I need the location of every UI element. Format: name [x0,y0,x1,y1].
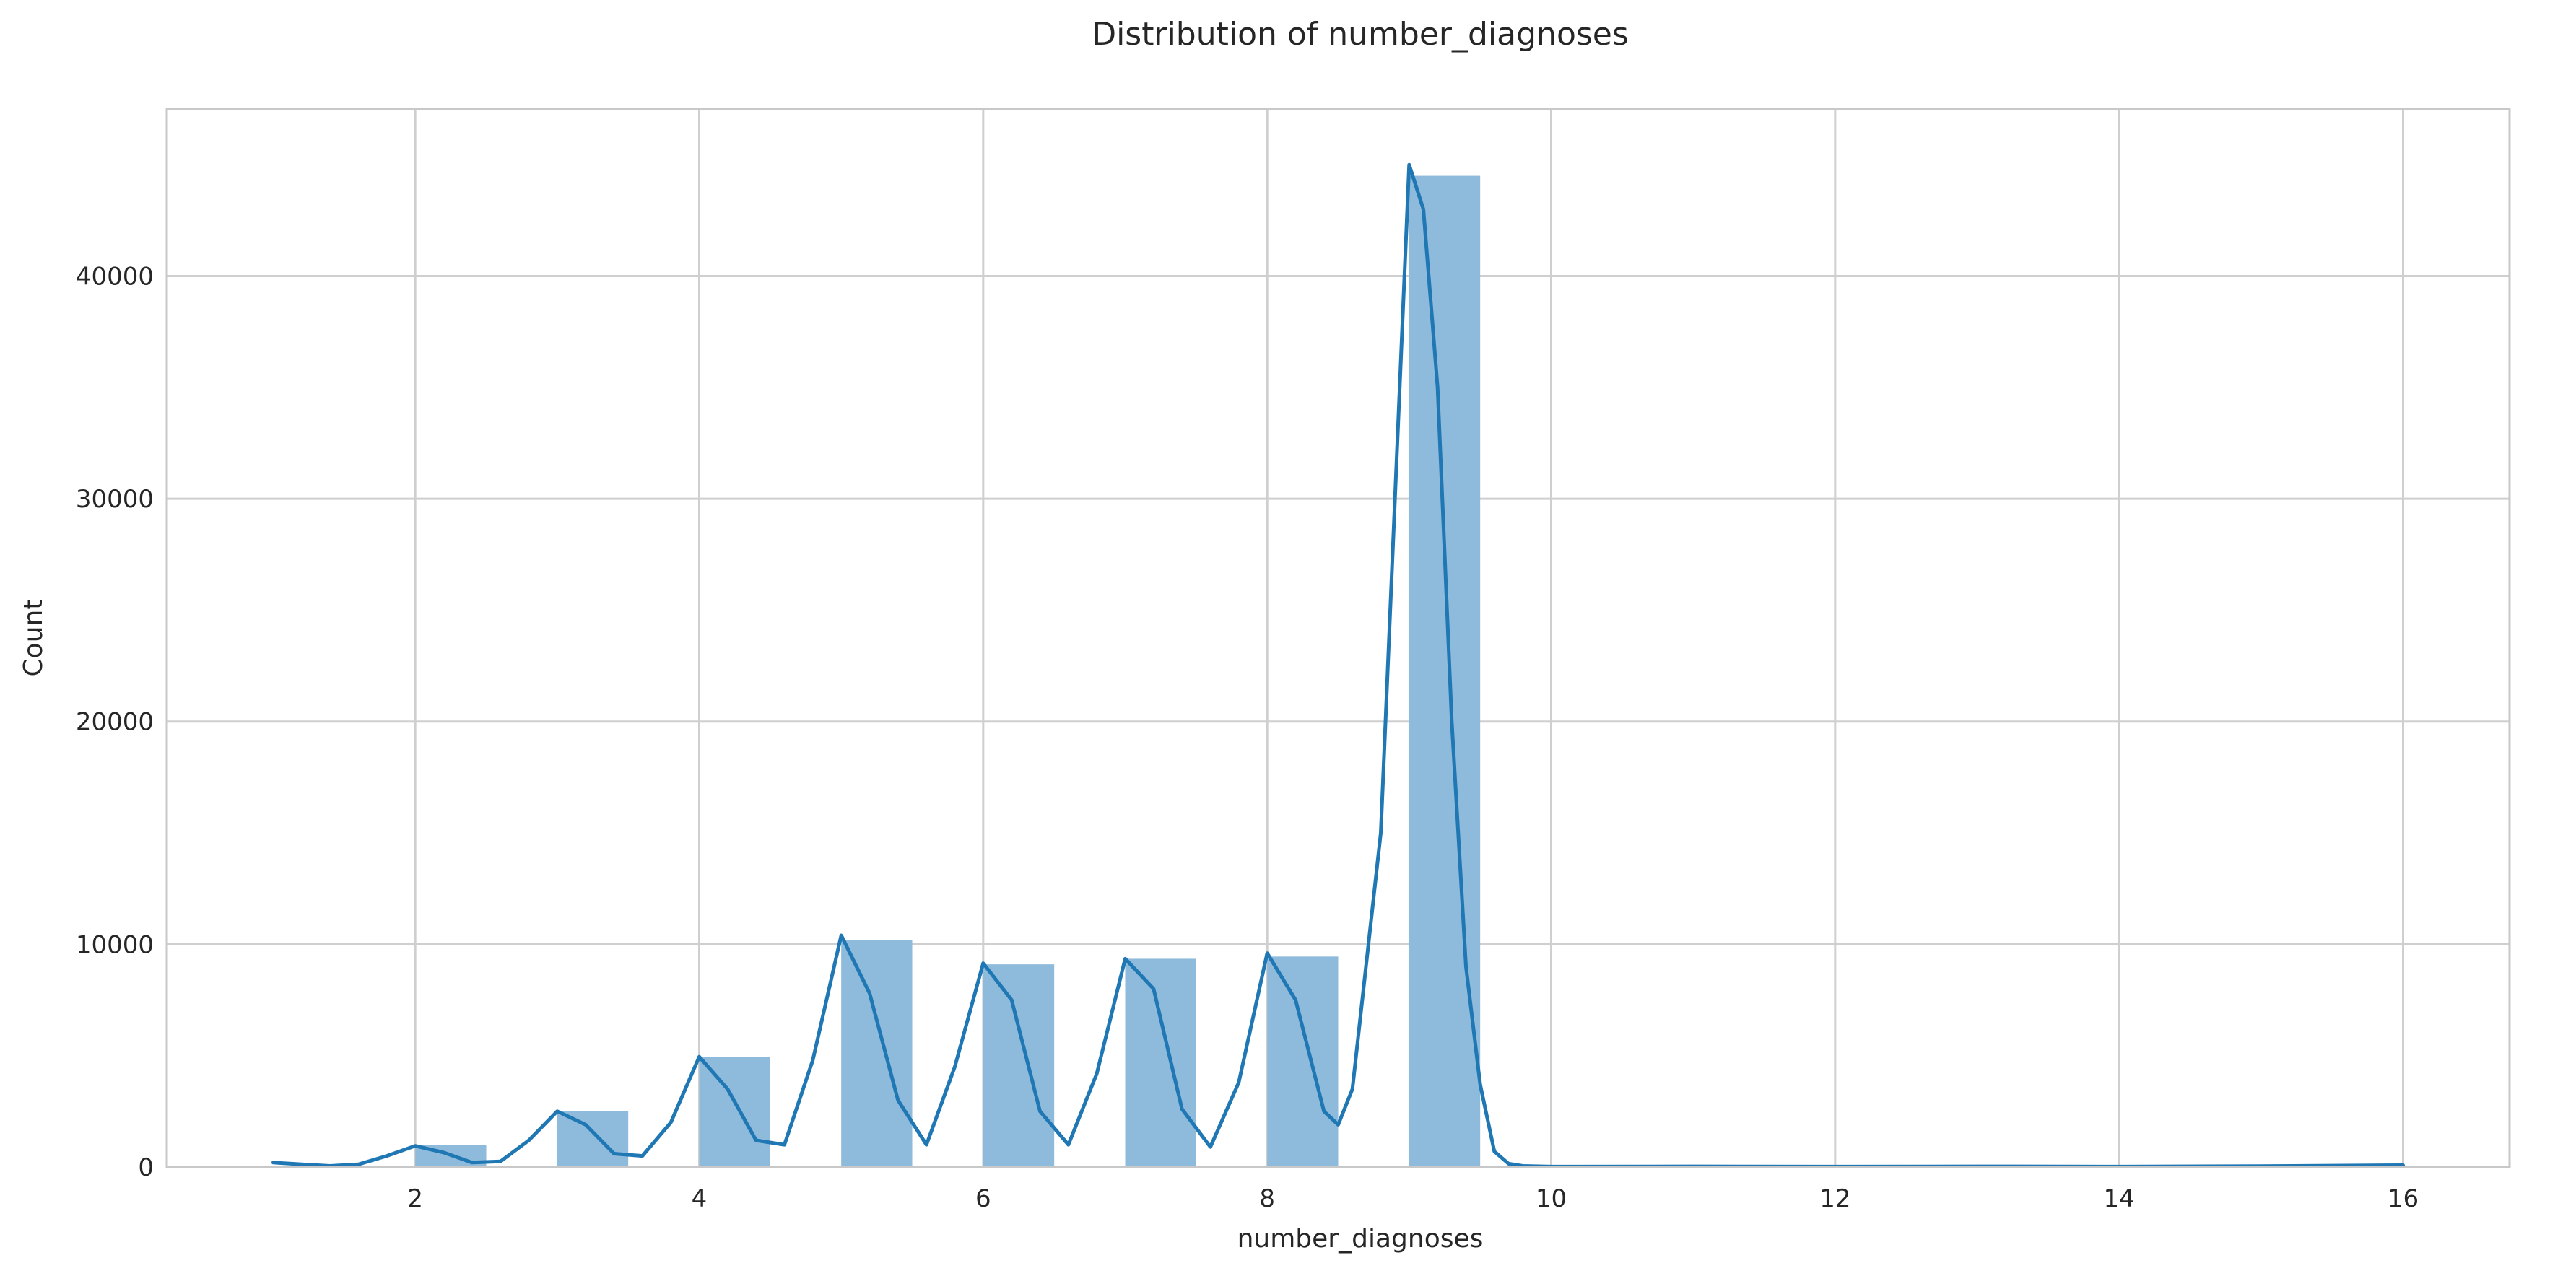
x-tick-label: 6 [975,1184,991,1213]
histogram-bar [983,964,1055,1167]
x-axis-label: number_diagnoses [1237,1224,1484,1254]
x-tick-label: 8 [1259,1184,1275,1213]
x-tick-label: 12 [1819,1184,1850,1213]
x-tick-label: 16 [2388,1184,2419,1213]
histogram-bars [415,175,1481,1167]
histogram-bar [699,1057,770,1167]
histogram-bar [557,1111,629,1167]
x-tick-label: 14 [2104,1184,2135,1213]
tick-labels: 2 4 6 8 10 12 14 16 0 10000 20000 30000 40000 [76,262,2419,1213]
chart-title: Distribution of number_diagnoses [1092,16,1629,53]
y-tick-label: 40000 [76,262,154,291]
kde-curve [271,162,2405,1168]
y-tick-label: 20000 [76,708,154,737]
histogram-bar [1267,956,1339,1167]
x-tick-label: 2 [407,1184,423,1213]
plot-frame [165,108,2511,1168]
y-axis-label: Count [19,600,48,677]
x-tick-label: 10 [1536,1184,1567,1213]
histogram-bar [1409,175,1481,1167]
x-tick-label: 4 [692,1184,708,1213]
histogram-bar [841,940,913,1167]
histogram-bar [1125,958,1196,1167]
y-tick-label: 10000 [76,930,154,959]
y-tick-label: 0 [138,1153,154,1182]
y-tick-label: 30000 [76,485,154,514]
